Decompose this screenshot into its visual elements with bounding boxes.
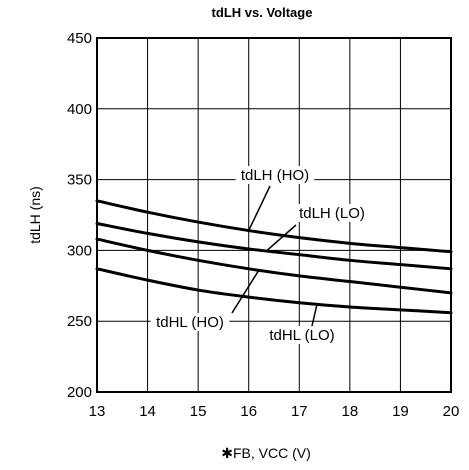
series-label-tdhl-lo: tdHL (LO) <box>269 327 334 344</box>
series-leader-tdlh-ho <box>248 185 271 231</box>
x-tick-label: 18 <box>342 403 359 420</box>
tick-labels: 13 14 15 16 17 18 19 20 200 250 300 350 400 450 <box>67 30 459 420</box>
x-tick-label: 17 <box>291 403 308 420</box>
series-label-tdlh-ho: tdLH (HO) <box>241 167 309 184</box>
y-tick-label: 400 <box>67 101 92 118</box>
y-tick-label: 350 <box>67 172 92 189</box>
series-leader-tdhl-lo <box>311 304 318 327</box>
series-label-tdlh-lo: tdLH (LO) <box>299 205 365 222</box>
y-tick-label: 300 <box>67 242 92 259</box>
series-label-background <box>150 313 230 331</box>
y-axis-title: tdLH (ns) <box>27 186 43 244</box>
x-tick-label: 15 <box>190 403 207 420</box>
y-tick-label: 250 <box>67 313 92 330</box>
x-tick-label: 19 <box>392 403 409 420</box>
plot-frame <box>96 37 452 393</box>
series-label-background <box>292 204 372 222</box>
series-leader-tdlh-lo <box>265 224 297 252</box>
series-line-tdhl-lo <box>95 267 453 315</box>
series-line-tdlh-ho <box>95 199 453 254</box>
series-label-background <box>262 326 342 344</box>
x-axis-title: ✱FB, VCC (V) <box>221 445 311 461</box>
series-label-tdhl-ho: tdHL (HO) <box>156 314 224 331</box>
x-tick-label: 16 <box>240 403 257 420</box>
series-lines <box>95 199 453 315</box>
series-line-tdhl-ho <box>95 237 453 295</box>
series-leader-tdhl-ho <box>231 269 260 314</box>
series-label-background <box>235 166 315 184</box>
series-line-tdlh-lo <box>95 221 453 271</box>
y-tick-label: 450 <box>67 30 92 47</box>
x-tick-label: 13 <box>89 403 106 420</box>
series-annotations: tdLH (HO) tdLH (LO) tdHL (HO) tdHL (LO) <box>150 166 372 344</box>
y-tick-label: 200 <box>67 384 92 401</box>
x-tick-label: 20 <box>443 403 460 420</box>
chart-title: tdLH vs. Voltage <box>212 5 313 20</box>
x-tick-label: 14 <box>139 403 156 420</box>
